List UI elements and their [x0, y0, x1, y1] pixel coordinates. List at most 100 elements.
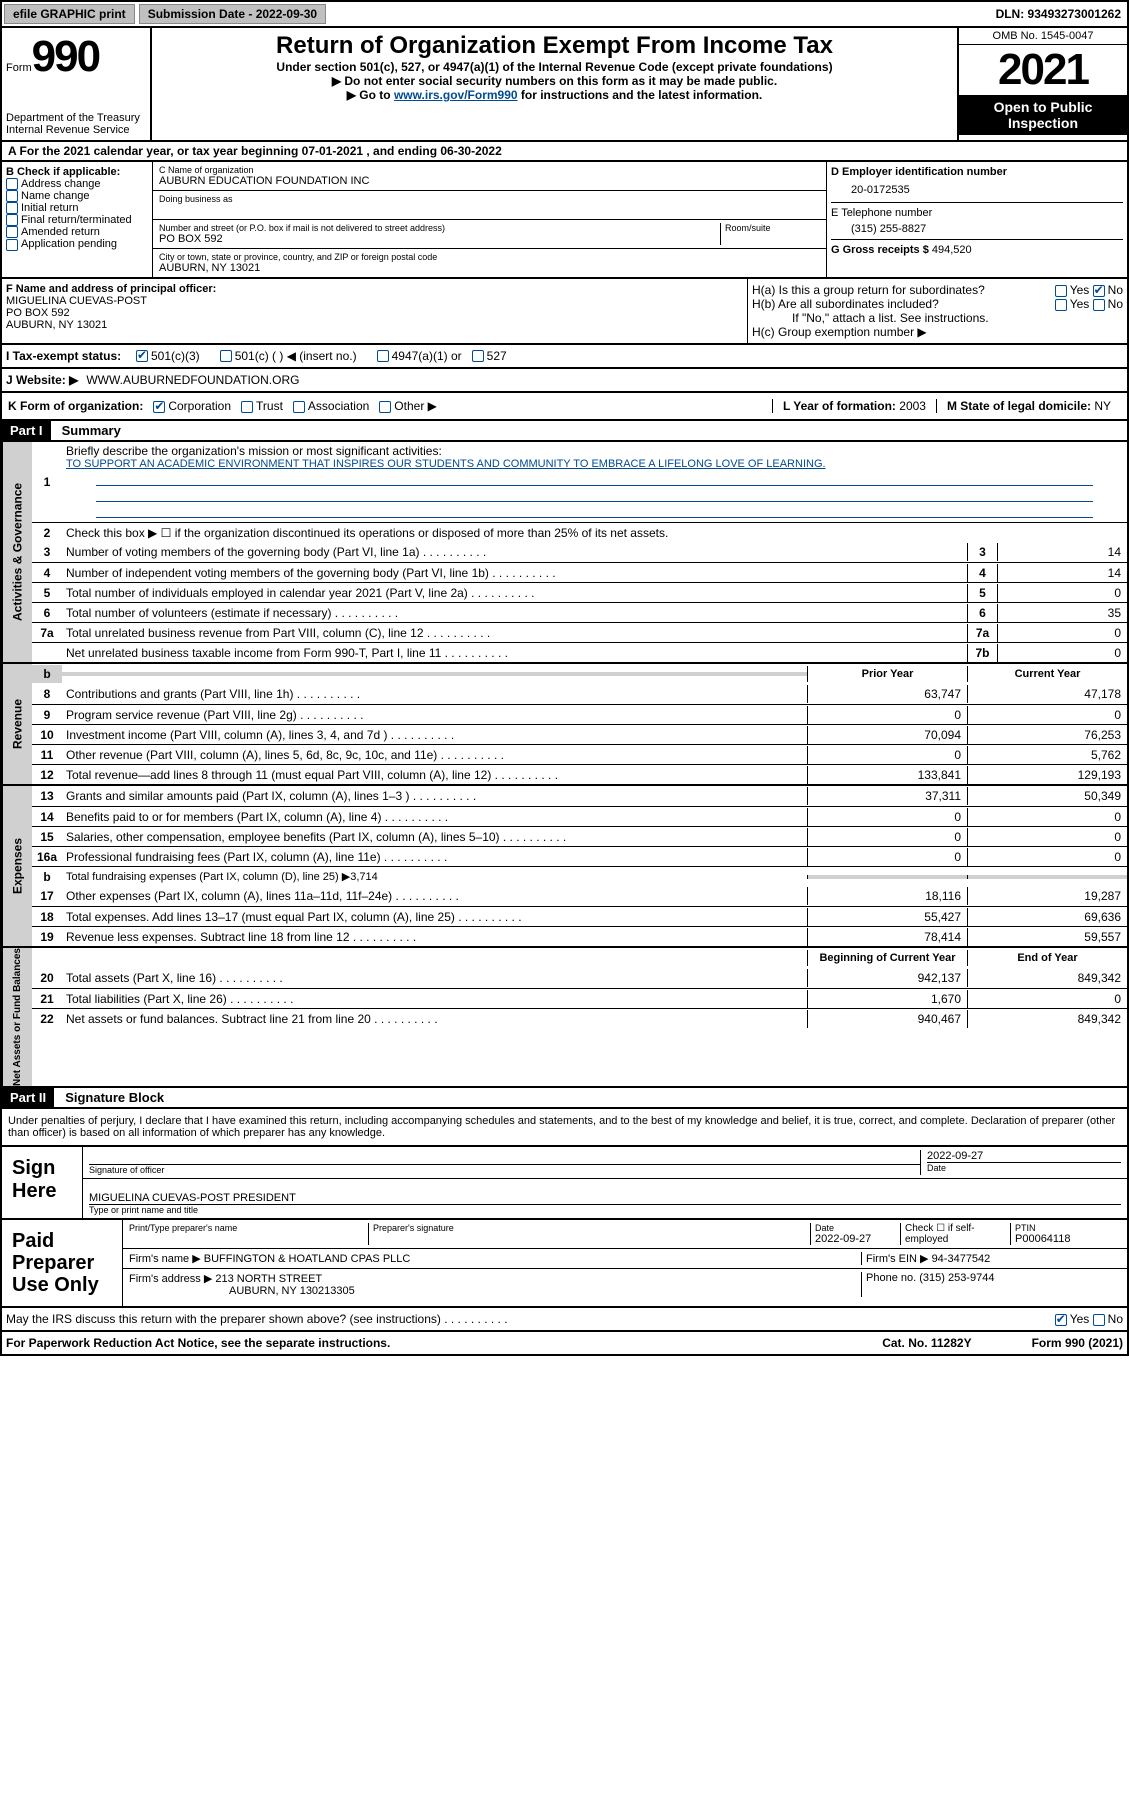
m-label: M State of legal domicile:: [947, 399, 1094, 413]
line-text: Total expenses. Add lines 13–17 (must eq…: [62, 908, 807, 926]
col-beg: Beginning of Current Year: [807, 950, 967, 966]
org-name: AUBURN EDUCATION FOUNDATION INC: [159, 175, 820, 187]
cb-527[interactable]: [472, 350, 484, 362]
opt-527: 527: [487, 349, 507, 363]
curr-val: 0: [967, 848, 1127, 866]
form-header: Form990 Department of the Treasury Inter…: [0, 28, 1129, 142]
may-irs: May the IRS discuss this return with the…: [6, 1312, 508, 1326]
cb-4947[interactable]: [377, 350, 389, 362]
opt-4947: 4947(a)(1) or: [392, 349, 462, 363]
cb-final-label: Final return/terminated: [21, 214, 132, 226]
opt-other: Other ▶: [394, 399, 437, 413]
checkbox-amended[interactable]: [6, 226, 18, 238]
cb-corp[interactable]: [153, 401, 165, 413]
line-val: 0: [997, 644, 1127, 662]
section-revenue: Revenue b Prior Year Current Year 8Contr…: [0, 664, 1129, 786]
prior-val: 0: [807, 828, 967, 846]
ein: 20-0172535: [831, 178, 1123, 202]
line-text: Number of independent voting members of …: [62, 564, 967, 582]
line-val: 0: [997, 584, 1127, 602]
ein-label: D Employer identification number: [831, 166, 1123, 178]
form-number: 990: [32, 32, 99, 81]
line-box: 3: [967, 543, 997, 561]
curr-val: 5,762: [967, 746, 1127, 764]
mission-text: TO SUPPORT AN ACADEMIC ENVIRONMENT THAT …: [66, 458, 1123, 470]
phone: (315) 255-8827: [831, 219, 1123, 239]
officer-name: MIGUELINA CUEVAS-POST: [6, 295, 743, 307]
ptin: P00064118: [1015, 1233, 1121, 1245]
yes-label: Yes: [1070, 1312, 1090, 1326]
prior-val: 1,670: [807, 990, 967, 1008]
prior-val: 78,414: [807, 928, 967, 946]
l-val: 2003: [899, 399, 926, 413]
line-text: Net assets or fund balances. Subtract li…: [62, 1010, 807, 1028]
cb-501c3[interactable]: [136, 350, 148, 362]
paid-preparer-row: Paid Preparer Use Only Print/Type prepar…: [0, 1220, 1129, 1308]
check-self: Check ☐ if self-employed: [901, 1223, 1011, 1245]
prior-val: 942,137: [807, 969, 967, 987]
line-text: Total revenue—add lines 8 through 11 (mu…: [62, 766, 807, 784]
line-text: Total number of individuals employed in …: [62, 584, 967, 602]
checkbox-address[interactable]: [6, 178, 18, 190]
row-j: J Website: ▶ WWW.AUBURNEDFOUNDATION.ORG: [0, 369, 1129, 393]
opt-assoc: Association: [308, 399, 369, 413]
l-label: L Year of formation:: [783, 399, 899, 413]
submission-date-button[interactable]: Submission Date - 2022-09-30: [139, 4, 326, 24]
line2: Check this box ▶ ☐ if the organization d…: [62, 524, 1127, 542]
date-label: Date: [927, 1162, 1121, 1173]
line-box: 5: [967, 584, 997, 602]
ha-label: H(a) Is this a group return for subordin…: [752, 283, 985, 297]
curr-val: 0: [967, 990, 1127, 1008]
hb-note: If "No," attach a list. See instructions…: [752, 311, 1123, 325]
footer: For Paperwork Reduction Act Notice, see …: [0, 1332, 1129, 1356]
line-text: Contributions and grants (Part VIII, lin…: [62, 685, 807, 703]
cb-name-label: Name change: [21, 190, 90, 202]
hb-no[interactable]: [1093, 299, 1105, 311]
side-governance: Activities & Governance: [2, 442, 32, 662]
cb-pending-label: Application pending: [21, 238, 117, 250]
checkbox-pending[interactable]: [6, 239, 18, 251]
irs-no[interactable]: [1093, 1314, 1105, 1326]
cb-trust[interactable]: [241, 401, 253, 413]
side-netassets: Net Assets or Fund Balances: [2, 948, 32, 1086]
line-box: 7b: [967, 644, 997, 662]
curr-val: 849,342: [967, 969, 1127, 987]
form-prefix: Form: [6, 62, 32, 74]
curr-val: 0: [967, 828, 1127, 846]
checkbox-final[interactable]: [6, 214, 18, 226]
irs-yes[interactable]: [1055, 1314, 1067, 1326]
firm-phone-label: Phone no.: [866, 1272, 919, 1284]
checkbox-name[interactable]: [6, 190, 18, 202]
declaration: Under penalties of perjury, I declare th…: [0, 1109, 1129, 1147]
row-a-taxyear: A For the 2021 calendar year, or tax yea…: [0, 142, 1129, 162]
line1-label: Briefly describe the organization's miss…: [66, 444, 1123, 458]
cb-other[interactable]: [379, 401, 391, 413]
line-text: Grants and similar amounts paid (Part IX…: [62, 787, 807, 805]
line-text: Salaries, other compensation, employee b…: [62, 828, 807, 846]
ha-yes[interactable]: [1055, 285, 1067, 297]
section-expenses: Expenses 13Grants and similar amounts pa…: [0, 786, 1129, 948]
type-label: Type or print name and title: [89, 1204, 1121, 1215]
line-text: Total liabilities (Part X, line 26): [62, 990, 807, 1008]
side-revenue: Revenue: [2, 664, 32, 784]
dba-label: Doing business as: [159, 194, 820, 204]
curr-val: 129,193: [967, 766, 1127, 784]
part1-title: Summary: [54, 423, 121, 438]
city-label: City or town, state or province, country…: [159, 252, 820, 262]
cat-no: Cat. No. 11282Y: [882, 1336, 971, 1350]
efile-print-button[interactable]: efile GRAPHIC print: [4, 4, 135, 24]
prior-val: 0: [807, 746, 967, 764]
ha-no[interactable]: [1093, 285, 1105, 297]
prior-val: 63,747: [807, 685, 967, 703]
irs-link[interactable]: www.irs.gov/Form990: [394, 88, 518, 102]
prior-val: 37,311: [807, 787, 967, 805]
checkbox-initial[interactable]: [6, 202, 18, 214]
curr-val: 849,342: [967, 1010, 1127, 1028]
line-text: Program service revenue (Part VIII, line…: [62, 706, 807, 724]
hb-yes[interactable]: [1055, 299, 1067, 311]
hb-label: H(b) Are all subordinates included?: [752, 297, 939, 311]
cb-assoc[interactable]: [293, 401, 305, 413]
cb-501c[interactable]: [220, 350, 232, 362]
prior-val: 0: [807, 848, 967, 866]
prior-val: 0: [807, 706, 967, 724]
